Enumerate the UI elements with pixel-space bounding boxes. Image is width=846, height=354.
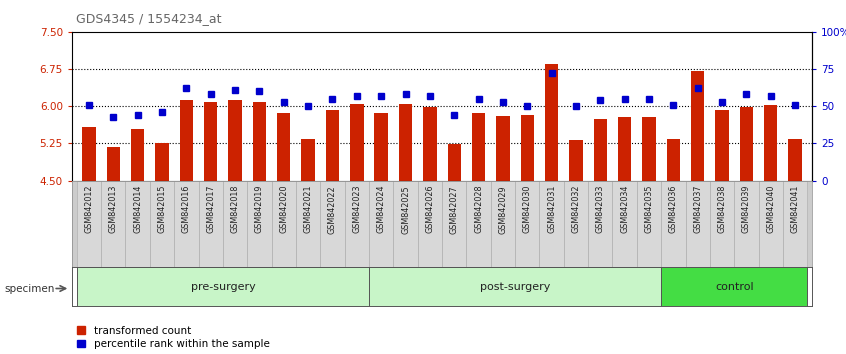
Bar: [691, 70, 705, 181]
Text: specimen: specimen: [4, 284, 55, 293]
Text: GSM842027: GSM842027: [450, 185, 459, 234]
Bar: [515, 181, 540, 267]
Bar: [199, 181, 222, 267]
Bar: [618, 117, 631, 181]
Bar: [418, 181, 442, 267]
Bar: [667, 139, 680, 181]
Bar: [520, 115, 534, 181]
Bar: [150, 181, 174, 267]
Text: control: control: [715, 282, 754, 292]
Legend: transformed count, percentile rank within the sample: transformed count, percentile rank withi…: [77, 326, 270, 349]
Bar: [642, 117, 656, 181]
Bar: [107, 147, 120, 181]
Bar: [131, 130, 145, 181]
Text: post-surgery: post-surgery: [480, 282, 550, 292]
Bar: [398, 104, 412, 181]
Bar: [466, 181, 491, 267]
Text: GSM842029: GSM842029: [498, 185, 508, 234]
Text: GSM842035: GSM842035: [645, 185, 653, 233]
Text: GSM842024: GSM842024: [376, 185, 386, 233]
Bar: [662, 181, 685, 267]
Text: GSM842030: GSM842030: [523, 185, 532, 233]
Text: GSM842017: GSM842017: [206, 185, 215, 233]
Bar: [569, 141, 583, 181]
Text: GSM842019: GSM842019: [255, 185, 264, 233]
Bar: [759, 181, 783, 267]
Bar: [102, 181, 125, 267]
Bar: [156, 143, 168, 181]
Text: GSM842016: GSM842016: [182, 185, 191, 233]
Bar: [764, 105, 777, 181]
Bar: [716, 110, 728, 181]
Bar: [788, 139, 802, 181]
Bar: [423, 107, 437, 181]
Bar: [369, 181, 393, 267]
Bar: [350, 104, 364, 181]
Text: GSM842020: GSM842020: [279, 185, 288, 233]
Bar: [179, 100, 193, 181]
Bar: [497, 116, 509, 181]
Bar: [204, 102, 217, 181]
Text: GSM842034: GSM842034: [620, 185, 629, 233]
Bar: [739, 107, 753, 181]
Bar: [662, 267, 807, 306]
Bar: [588, 181, 613, 267]
Text: GSM842031: GSM842031: [547, 185, 556, 233]
Bar: [448, 144, 461, 181]
Bar: [272, 181, 296, 267]
Bar: [442, 181, 466, 267]
Bar: [174, 181, 199, 267]
Bar: [321, 181, 344, 267]
Text: GSM842038: GSM842038: [717, 185, 727, 233]
Bar: [491, 181, 515, 267]
Text: GSM842037: GSM842037: [693, 185, 702, 233]
Text: GSM842015: GSM842015: [157, 185, 167, 233]
Bar: [344, 181, 369, 267]
Text: GSM842036: GSM842036: [669, 185, 678, 233]
Bar: [545, 64, 558, 181]
Bar: [125, 181, 150, 267]
Bar: [563, 181, 588, 267]
Bar: [783, 181, 807, 267]
Bar: [472, 113, 486, 181]
Bar: [594, 119, 607, 181]
Text: pre-surgery: pre-surgery: [190, 282, 255, 292]
Bar: [393, 181, 418, 267]
Text: GSM842026: GSM842026: [426, 185, 434, 233]
Text: GSM842033: GSM842033: [596, 185, 605, 233]
Bar: [296, 181, 321, 267]
Text: GSM842018: GSM842018: [231, 185, 239, 233]
Text: GSM842012: GSM842012: [85, 185, 93, 233]
Text: GSM842013: GSM842013: [109, 185, 118, 233]
Bar: [369, 267, 662, 306]
Bar: [613, 181, 637, 267]
Bar: [375, 113, 387, 181]
Text: GSM842032: GSM842032: [571, 185, 580, 233]
Text: GDS4345 / 1554234_at: GDS4345 / 1554234_at: [76, 12, 222, 25]
Text: GSM842014: GSM842014: [133, 185, 142, 233]
Bar: [222, 181, 247, 267]
Bar: [326, 110, 339, 181]
Text: GSM842039: GSM842039: [742, 185, 751, 233]
Bar: [540, 181, 563, 267]
Bar: [82, 127, 96, 181]
Bar: [710, 181, 734, 267]
Text: GSM842028: GSM842028: [474, 185, 483, 233]
Bar: [301, 139, 315, 181]
Text: GSM842021: GSM842021: [304, 185, 313, 233]
Bar: [247, 181, 272, 267]
Bar: [253, 102, 266, 181]
Text: GSM842022: GSM842022: [328, 185, 337, 234]
Bar: [77, 267, 369, 306]
Text: GSM842040: GSM842040: [766, 185, 775, 233]
Text: GSM842041: GSM842041: [791, 185, 799, 233]
Text: GSM842023: GSM842023: [352, 185, 361, 233]
Bar: [277, 113, 290, 181]
Text: GSM842025: GSM842025: [401, 185, 410, 234]
Bar: [734, 181, 759, 267]
Bar: [228, 100, 242, 181]
Bar: [77, 181, 102, 267]
Bar: [637, 181, 662, 267]
Bar: [685, 181, 710, 267]
